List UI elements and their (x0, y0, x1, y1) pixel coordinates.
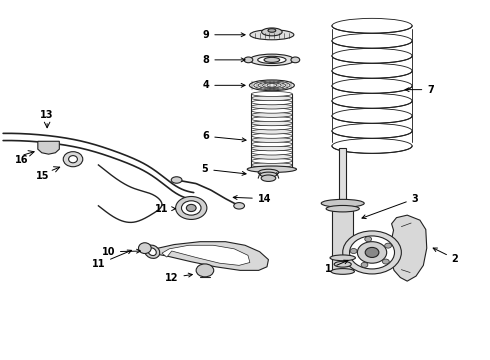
Ellipse shape (251, 100, 293, 105)
Ellipse shape (332, 139, 412, 153)
Circle shape (357, 242, 387, 263)
Ellipse shape (251, 158, 293, 163)
Ellipse shape (251, 125, 293, 130)
Polygon shape (391, 215, 427, 281)
Text: 9: 9 (202, 30, 245, 40)
Text: 11: 11 (155, 204, 175, 214)
Ellipse shape (251, 117, 293, 122)
Ellipse shape (332, 63, 412, 78)
Polygon shape (38, 141, 59, 154)
Text: 2: 2 (433, 248, 459, 264)
Bar (332, 203, 353, 271)
Ellipse shape (69, 156, 77, 163)
Circle shape (350, 248, 357, 253)
Circle shape (186, 204, 196, 212)
Ellipse shape (249, 54, 294, 66)
Ellipse shape (251, 146, 293, 151)
Ellipse shape (331, 269, 354, 274)
Text: 10: 10 (101, 247, 141, 257)
Ellipse shape (251, 96, 293, 101)
Ellipse shape (63, 152, 83, 167)
Ellipse shape (251, 129, 293, 134)
Ellipse shape (261, 175, 276, 181)
Text: 8: 8 (202, 55, 245, 65)
Ellipse shape (251, 112, 293, 117)
Ellipse shape (258, 56, 286, 63)
Ellipse shape (332, 78, 412, 93)
Text: 15: 15 (35, 171, 49, 181)
Text: 1: 1 (325, 260, 348, 274)
Ellipse shape (332, 33, 412, 48)
Ellipse shape (139, 243, 151, 253)
Circle shape (343, 231, 401, 274)
Ellipse shape (291, 57, 300, 63)
Circle shape (365, 247, 379, 257)
Text: 6: 6 (202, 131, 246, 142)
Text: 5: 5 (201, 164, 246, 175)
Ellipse shape (332, 18, 412, 33)
Circle shape (365, 237, 371, 242)
Ellipse shape (251, 91, 293, 96)
Polygon shape (147, 242, 269, 270)
Ellipse shape (244, 57, 253, 63)
Text: 11: 11 (92, 250, 131, 269)
Ellipse shape (251, 138, 293, 143)
Ellipse shape (326, 206, 359, 212)
Ellipse shape (321, 199, 364, 207)
Ellipse shape (332, 108, 412, 123)
Ellipse shape (251, 150, 293, 155)
Ellipse shape (332, 123, 412, 138)
Ellipse shape (332, 48, 412, 63)
Text: 7: 7 (405, 85, 434, 95)
Ellipse shape (268, 29, 276, 32)
Ellipse shape (262, 28, 282, 36)
Circle shape (175, 197, 207, 220)
Circle shape (361, 262, 368, 267)
Ellipse shape (148, 248, 156, 256)
Ellipse shape (330, 255, 355, 261)
Circle shape (196, 264, 214, 277)
Ellipse shape (249, 80, 294, 91)
Text: 4: 4 (202, 80, 245, 90)
Ellipse shape (251, 104, 293, 109)
Ellipse shape (334, 261, 351, 267)
Circle shape (349, 236, 394, 269)
Circle shape (181, 201, 201, 215)
Ellipse shape (260, 172, 277, 177)
Ellipse shape (234, 203, 245, 209)
Ellipse shape (332, 94, 412, 108)
Circle shape (382, 259, 389, 264)
Ellipse shape (250, 30, 294, 40)
Bar (339, 148, 346, 203)
Ellipse shape (251, 167, 293, 172)
Ellipse shape (264, 57, 280, 62)
Ellipse shape (251, 133, 293, 138)
Ellipse shape (247, 166, 296, 172)
Text: 16: 16 (15, 155, 28, 165)
Ellipse shape (251, 108, 293, 113)
Circle shape (385, 243, 392, 248)
Polygon shape (162, 245, 250, 265)
Ellipse shape (251, 163, 293, 167)
Ellipse shape (258, 169, 279, 176)
Ellipse shape (251, 154, 293, 159)
Ellipse shape (251, 141, 293, 147)
Text: 3: 3 (362, 194, 418, 219)
Text: 13: 13 (40, 111, 54, 121)
Text: 14: 14 (233, 194, 271, 204)
Ellipse shape (251, 121, 293, 126)
Ellipse shape (171, 177, 182, 183)
Text: 12: 12 (165, 273, 192, 283)
Ellipse shape (145, 245, 160, 258)
